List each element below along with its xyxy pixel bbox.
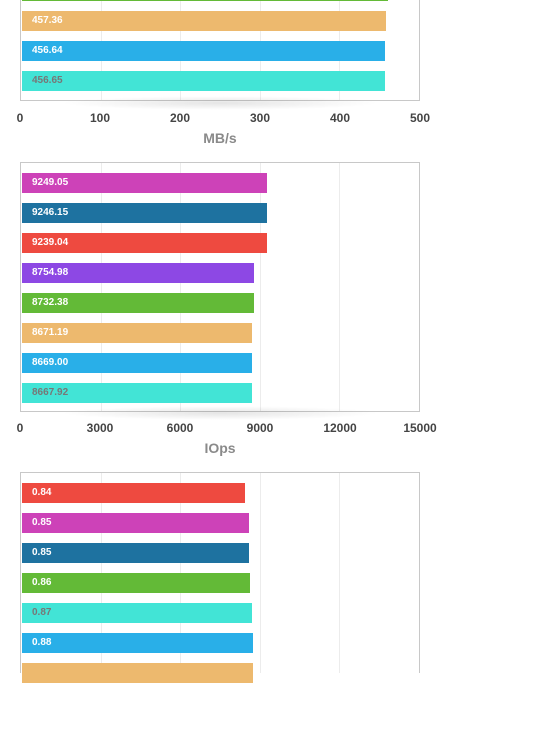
bar-value-label: 8754.98 <box>32 267 69 278</box>
x-tick-label: 300 <box>249 111 271 125</box>
chart-throughput: 457.36 456.64 456.65 0 100 200 300 400 500 MB/s <box>0 0 560 150</box>
bar: 8667.92 <box>22 383 252 403</box>
bar: 9246.15 <box>22 203 268 223</box>
bar-value-label: 0.85 <box>32 517 52 528</box>
bar-value-label: 8732.38 <box>32 297 69 308</box>
x-axis-label: MB/s <box>203 130 237 146</box>
x-tick-label: 0 <box>16 421 24 435</box>
bar: 0.88 <box>22 633 254 653</box>
bar-value-label: 8671.19 <box>32 327 69 338</box>
bar: 457.36 <box>22 11 387 31</box>
x-tick-label: 9000 <box>246 421 274 435</box>
bar-value-label: 8669.00 <box>32 357 69 368</box>
x-axis-ticks: 0 100 200 300 400 500 <box>0 111 560 127</box>
bar <box>22 0 389 1</box>
bar-value-label: 0.85 <box>32 547 52 558</box>
plot-shadow <box>60 96 380 110</box>
x-tick-label: 15000 <box>403 421 437 435</box>
bar: 0.84 <box>22 483 245 503</box>
gridline <box>259 473 261 673</box>
x-tick-label: 12000 <box>323 421 357 435</box>
x-axis-label: IOps <box>204 440 236 456</box>
bar: 9239.04 <box>22 233 268 253</box>
bar: 0.87 <box>22 603 253 623</box>
x-tick-label: 6000 <box>166 421 194 435</box>
x-tick-label: 0 <box>16 111 24 125</box>
bar-value-label: 0.86 <box>32 577 52 588</box>
bar: 8671.19 <box>22 323 253 343</box>
x-tick-label: 200 <box>169 111 191 125</box>
plot-area: 457.36 456.64 456.65 <box>20 0 420 101</box>
gridline <box>180 163 182 411</box>
bar: 0.85 <box>22 543 249 563</box>
x-tick-label: 400 <box>329 111 351 125</box>
bar: 456.64 <box>22 41 386 61</box>
bar-value-label: 0.87 <box>32 607 52 618</box>
bar-value-label: 9249.05 <box>32 177 69 188</box>
gridline <box>339 473 341 673</box>
bar: 8754.98 <box>22 263 255 283</box>
plot-shadow <box>60 406 380 420</box>
gridline <box>339 163 341 411</box>
bar-value-label: 9246.15 <box>32 207 69 218</box>
plot-area: 9249.05 9246.15 9239.04 8754.98 8732.38 8671.… <box>20 162 420 412</box>
bar <box>22 663 254 683</box>
bar: 0.85 <box>22 513 249 533</box>
bar-value-label: 457.36 <box>32 15 63 26</box>
chart-latency: 0.84 0.85 0.85 0.86 0.87 0.88 <box>0 472 560 683</box>
bar-value-label: 8667.92 <box>32 387 69 398</box>
x-axis-ticks <box>0 731 560 747</box>
bar: 456.65 <box>22 71 386 91</box>
bar: 0.86 <box>22 573 251 593</box>
x-tick-label: 3000 <box>86 421 114 435</box>
plot-area: 0.84 0.85 0.85 0.86 0.87 0.88 <box>20 472 420 683</box>
x-axis-ticks: 0 3000 6000 9000 12000 15000 <box>0 421 560 437</box>
gridline <box>259 163 261 411</box>
bar: 9249.05 <box>22 173 268 193</box>
bar-value-label: 456.64 <box>32 45 63 56</box>
x-tick-label: 500 <box>409 111 431 125</box>
bar-value-label: 0.84 <box>32 487 52 498</box>
bar: 8669.00 <box>22 353 253 373</box>
gridline <box>100 163 102 411</box>
x-tick-label: 100 <box>89 111 111 125</box>
bar-value-label: 0.88 <box>32 637 52 648</box>
chart-iops: 9249.05 9246.15 9239.04 8754.98 8732.38 8671.… <box>0 162 560 462</box>
bar: 8732.38 <box>22 293 254 313</box>
bar-value-label: 456.65 <box>32 75 63 86</box>
bar-value-label: 9239.04 <box>32 237 69 248</box>
